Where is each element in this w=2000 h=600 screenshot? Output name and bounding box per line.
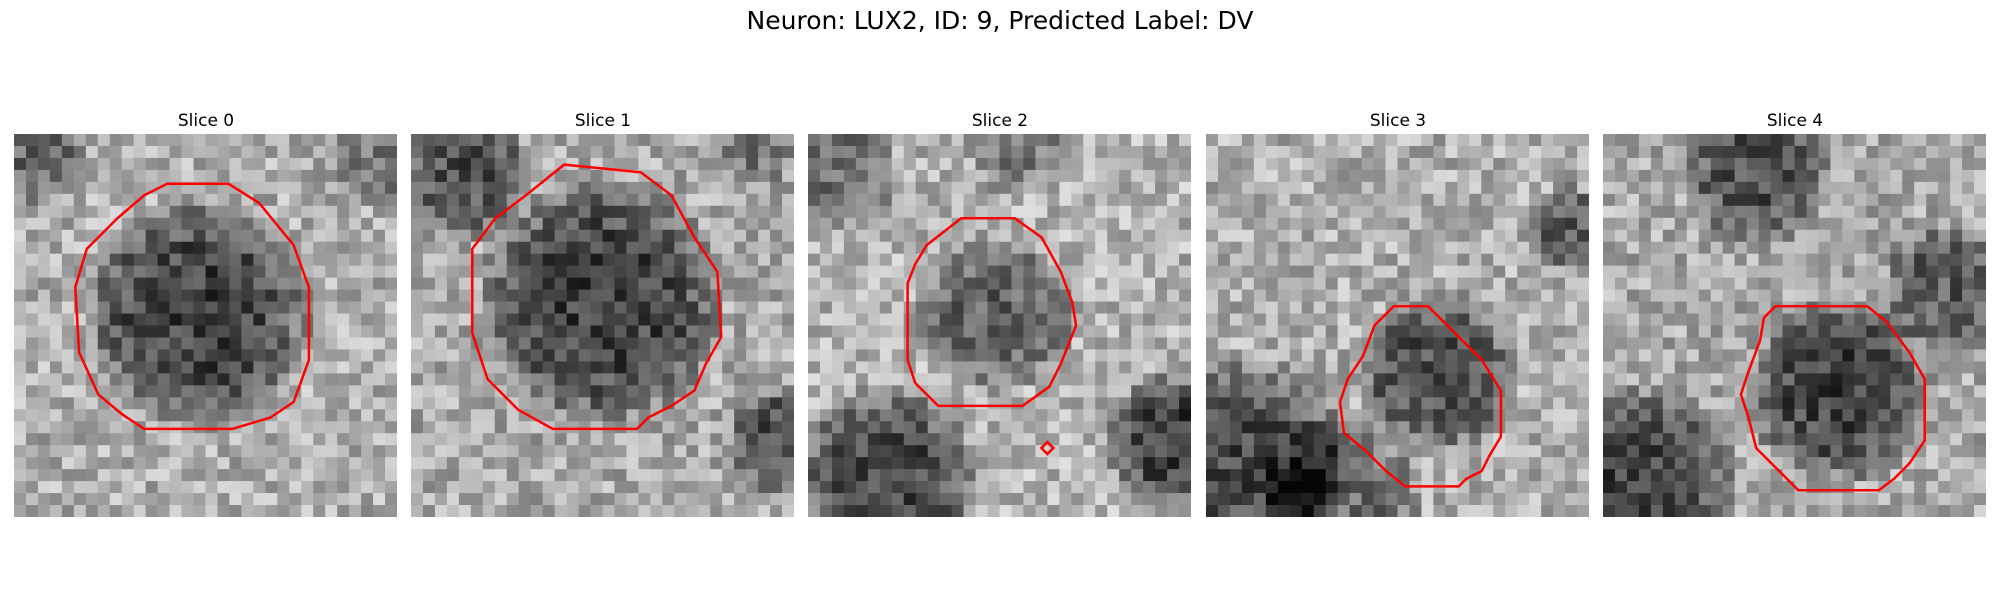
cell-contour-3 [1338,305,1503,488]
slice-image-1 [411,134,794,517]
slice-image-canvas-0 [14,134,397,517]
slice-title-3: Slice 3 [1369,111,1427,131]
slice-image-canvas-1 [411,134,794,517]
slice-panel-2: Slice 2 [808,108,1192,517]
small-contour-marker [1039,440,1056,456]
slice-image-3 [1206,134,1589,517]
slice-title-0: Slice 0 [177,111,235,131]
cell-contour-2 [906,217,1078,408]
figure-title: Neuron: LUX2, ID: 9, Predicted Label: DV [746,6,1254,35]
slice-panel-1: Slice 1 [411,108,795,517]
cell-contour-0 [74,182,311,431]
slice-image-4 [1603,134,1986,517]
slice-title-2: Slice 2 [971,111,1029,131]
slice-title-1: Slice 1 [574,111,632,131]
cell-contour-1 [471,163,723,431]
slice-panel-4: Slice 4 [1603,108,1987,517]
slice-panel-3: Slice 3 [1206,108,1590,517]
slice-image-0 [14,134,397,517]
slice-panel-0: Slice 0 [14,108,398,517]
slice-image-canvas-4 [1603,134,1986,517]
slice-image-canvas-2 [808,134,1191,517]
slice-image-2 [808,134,1191,517]
slice-image-canvas-3 [1206,134,1589,517]
slice-title-4: Slice 4 [1766,111,1824,131]
cell-contour-4 [1739,305,1926,492]
